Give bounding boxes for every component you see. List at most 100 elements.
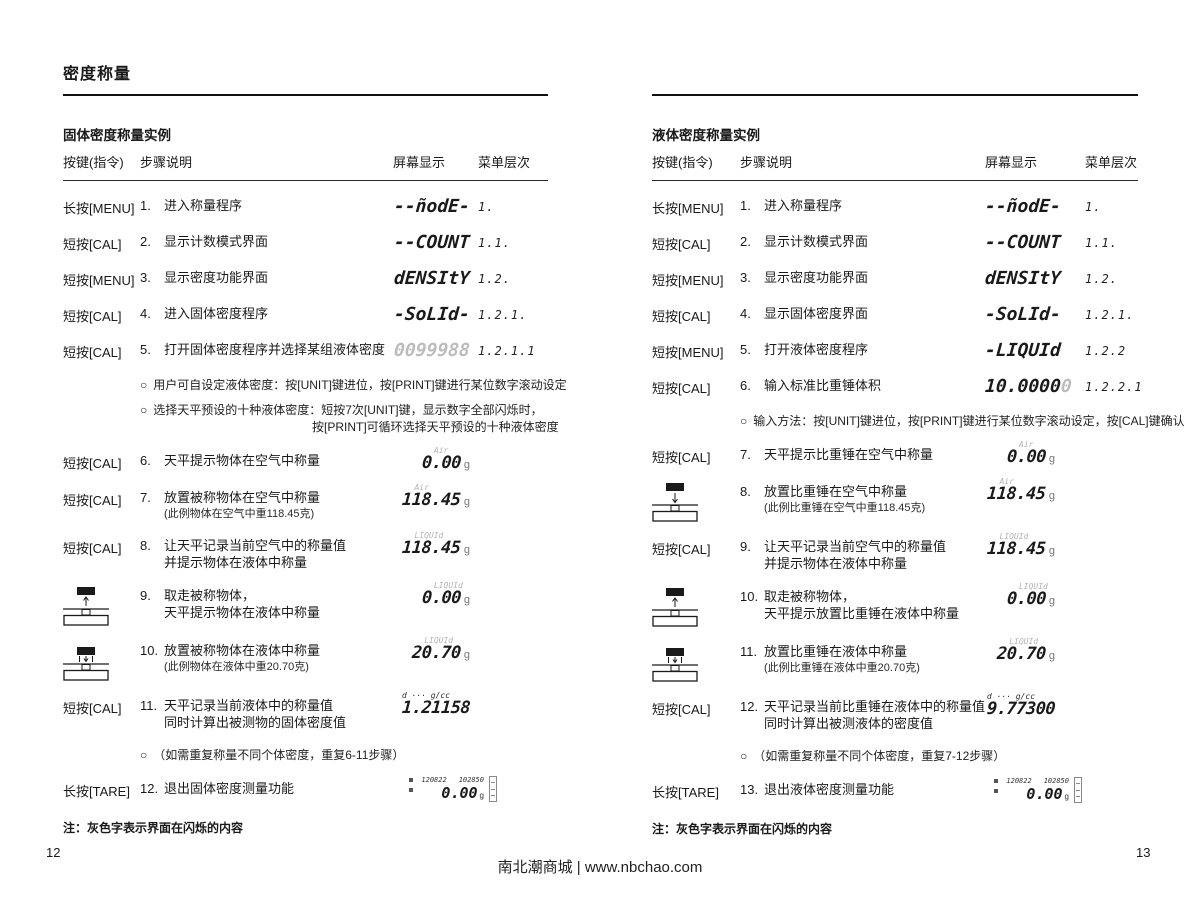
step-text-line: 天平记录当前比重锤在液体中的称量值 (764, 699, 986, 714)
page-title: 密度称量 (63, 66, 132, 83)
weight-value-row: 0.00 g (421, 784, 484, 803)
step-text: 放置比重锤在液体中称量 (此例比重锤在液体中重20.70克) (764, 643, 920, 675)
lcd-text: dENSItY (393, 268, 471, 289)
screen-display-cell: Air 0.00 g (393, 446, 478, 473)
screen-display-cell: Air 118.45 g (393, 483, 478, 510)
lcd-flashing-text: 0 (1060, 376, 1073, 397)
weight-value-row: 20.70 g (996, 644, 1055, 664)
step-description: 6. 输入标准比重锤体积 (740, 377, 985, 394)
step-description: 10. 放置被称物体在液体中称量 (此例物体在液体中重20.70克) (140, 642, 393, 674)
step-text-line: 放置比重锤在液体中称量 (764, 644, 908, 659)
step-description: 1. 进入称量程序 (740, 197, 985, 214)
flash-note: 注：灰色字表示界面在闪烁的内容 (652, 822, 833, 836)
step-number: 1. (740, 198, 751, 213)
step-text-line: 输入标准比重锤体积 (764, 378, 882, 393)
lcd-text: --COUNT (393, 232, 471, 253)
step-text-line: 显示密度功能界面 (764, 270, 869, 285)
step-number: 13. (740, 782, 759, 797)
weight-display: LIQUId 118.45 g (987, 532, 1055, 559)
step-key-cell: 短按[CAL] (652, 538, 740, 558)
weight-value-row: 118.45 g (986, 484, 1055, 504)
weight-remove-icon (63, 586, 140, 626)
menu-level: 1. (478, 200, 495, 214)
step-text-line: 显示密度功能界面 (164, 270, 269, 285)
unit-column-icon (1074, 777, 1082, 803)
step-number: 12. (740, 699, 759, 714)
step-key-cell: 短按[CAL] (63, 489, 140, 509)
step-row: 长按[TARE] 12. 退出固体密度测量功能 120822 102850 0.00 g (63, 776, 548, 803)
screen-display-cell: 0099988 (393, 340, 478, 361)
step-description: 6. 天平提示物体在空气中称量 (140, 452, 393, 469)
lcd-display: -SoLId- (984, 304, 1061, 325)
weight-value-row: 0.00 g (421, 453, 470, 473)
step-text-line: 同时计算出被测液体的密度值 (764, 716, 934, 731)
header-menu-level: 菜单层次 (478, 155, 531, 170)
step-number: 12. (140, 781, 159, 796)
key-command: 短按[CAL] (652, 542, 711, 557)
step-description: 12. 退出固体密度测量功能 (140, 780, 393, 797)
header-key-command: 按键(指令) (652, 155, 713, 170)
step-key-cell: 短按[CAL] (63, 697, 140, 717)
step-text-line: 放置被称物体在空气中称量 (164, 490, 321, 505)
weight-value: 0.00 (1006, 589, 1047, 609)
display-mode-label: d ··· g/cc (986, 692, 1036, 701)
step-text: 放置被称物体在空气中称量 (此例物体在空气中重118.45克) (164, 489, 320, 521)
lcd-display: 0099988 (393, 340, 470, 361)
header-key-command: 按键(指令) (63, 155, 124, 170)
step-text: 打开液体密度程序 (764, 341, 868, 358)
screen-display-cell: --ñodE- (984, 196, 1085, 217)
note-row: ○ （如需重复称量不同个体密度，重复7-12步骤） (740, 748, 1138, 765)
step-row: 短按[CAL] 5. 打开固体密度程序并选择某组液体密度 0099988 1.2.1.1 (63, 340, 548, 361)
step-key-cell: 短按[CAL] (652, 446, 740, 466)
step-description: 1. 进入称量程序 (140, 197, 393, 214)
step-text-line: 退出液体密度测量功能 (764, 782, 895, 797)
menu-level (1085, 446, 1138, 449)
step-text-line: 打开液体密度程序 (764, 342, 869, 357)
step-text: 天平提示物体在空气中称量 (164, 452, 320, 469)
display-status-row: 120822 102850 (1006, 777, 1069, 785)
step-text-line: 并提示物体在液体中称量 (764, 556, 908, 571)
screen-display-cell: dENSItY (393, 268, 478, 289)
step-text: 让天平记录当前空气中的称量值 并提示物体在液体中称量 (764, 538, 946, 572)
key-command: 短按[CAL] (652, 702, 711, 717)
step-row: 短按[CAL] 7. 放置被称物体在空气中称量 (此例物体在空气中重118.45克) A… (63, 483, 548, 521)
screen-display-cell: LIQUId 20.70 g (985, 637, 1085, 664)
weight-value: 0.00 (421, 453, 462, 473)
step-number: 7. (740, 447, 751, 462)
step-description: 3. 显示密度功能界面 (740, 269, 985, 286)
step-description: 4. 进入固体密度程序 (140, 305, 393, 322)
step-number: 2. (140, 234, 151, 249)
weight-value-row: 0.00 g (421, 588, 470, 608)
display-mode-label: LIQUId (424, 636, 454, 645)
weight-value: 118.45 (986, 484, 1047, 504)
key-command: 长按[TARE] (63, 784, 130, 799)
weight-value-row: 118.45 g (402, 490, 470, 510)
lcd-text: --ñodE- (393, 196, 471, 217)
menu-level: 1.2.2.1 (1085, 380, 1143, 394)
step-description: 7. 放置被称物体在空气中称量 (此例物体在空气中重118.45克) (140, 489, 393, 521)
menu-level: 1.2. (1085, 272, 1118, 286)
step-number: 3. (140, 270, 151, 285)
weight-display: LIQUId 0.00 g (421, 581, 470, 608)
screen-display-cell: LIQUId 118.45 g (393, 531, 478, 558)
weight-unit: g (1048, 490, 1055, 502)
step-key-cell: 短按[CAL] (652, 233, 740, 253)
weight-unit: g (463, 459, 470, 471)
step-text-line: 让天平记录当前空气中的称量值 (164, 538, 347, 553)
step-text: 天平提示比重锤在空气中称量 (764, 446, 933, 463)
step-text: 显示密度功能界面 (164, 269, 268, 286)
step-text: 取走被称物体， 天平提示放置比重锤在液体中称量 (764, 588, 959, 622)
step-description: 13. 退出液体密度测量功能 (740, 781, 985, 798)
weight-value-row: 20.70 g (411, 643, 470, 663)
display-mode-label: d ··· g/cc (401, 691, 451, 700)
step-description: 9. 取走被称物体， 天平提示物体在液体中称量 (140, 587, 393, 621)
weight-unit: g (1048, 650, 1055, 662)
menu-level (1085, 588, 1138, 591)
weight-value: 9.77300 (986, 699, 1056, 719)
note-text: 输入方法：按[UNIT]键进位，按[PRINT]键进行某位数字滚动设定，按[CA… (753, 414, 1185, 428)
menu-level (1085, 483, 1138, 486)
weight-unit: g (479, 791, 484, 800)
step-description: 4. 显示固体密度界面 (740, 305, 985, 322)
screen-display-cell: LIQUId 20.70 g (393, 636, 478, 663)
step-number: 6. (740, 378, 751, 393)
